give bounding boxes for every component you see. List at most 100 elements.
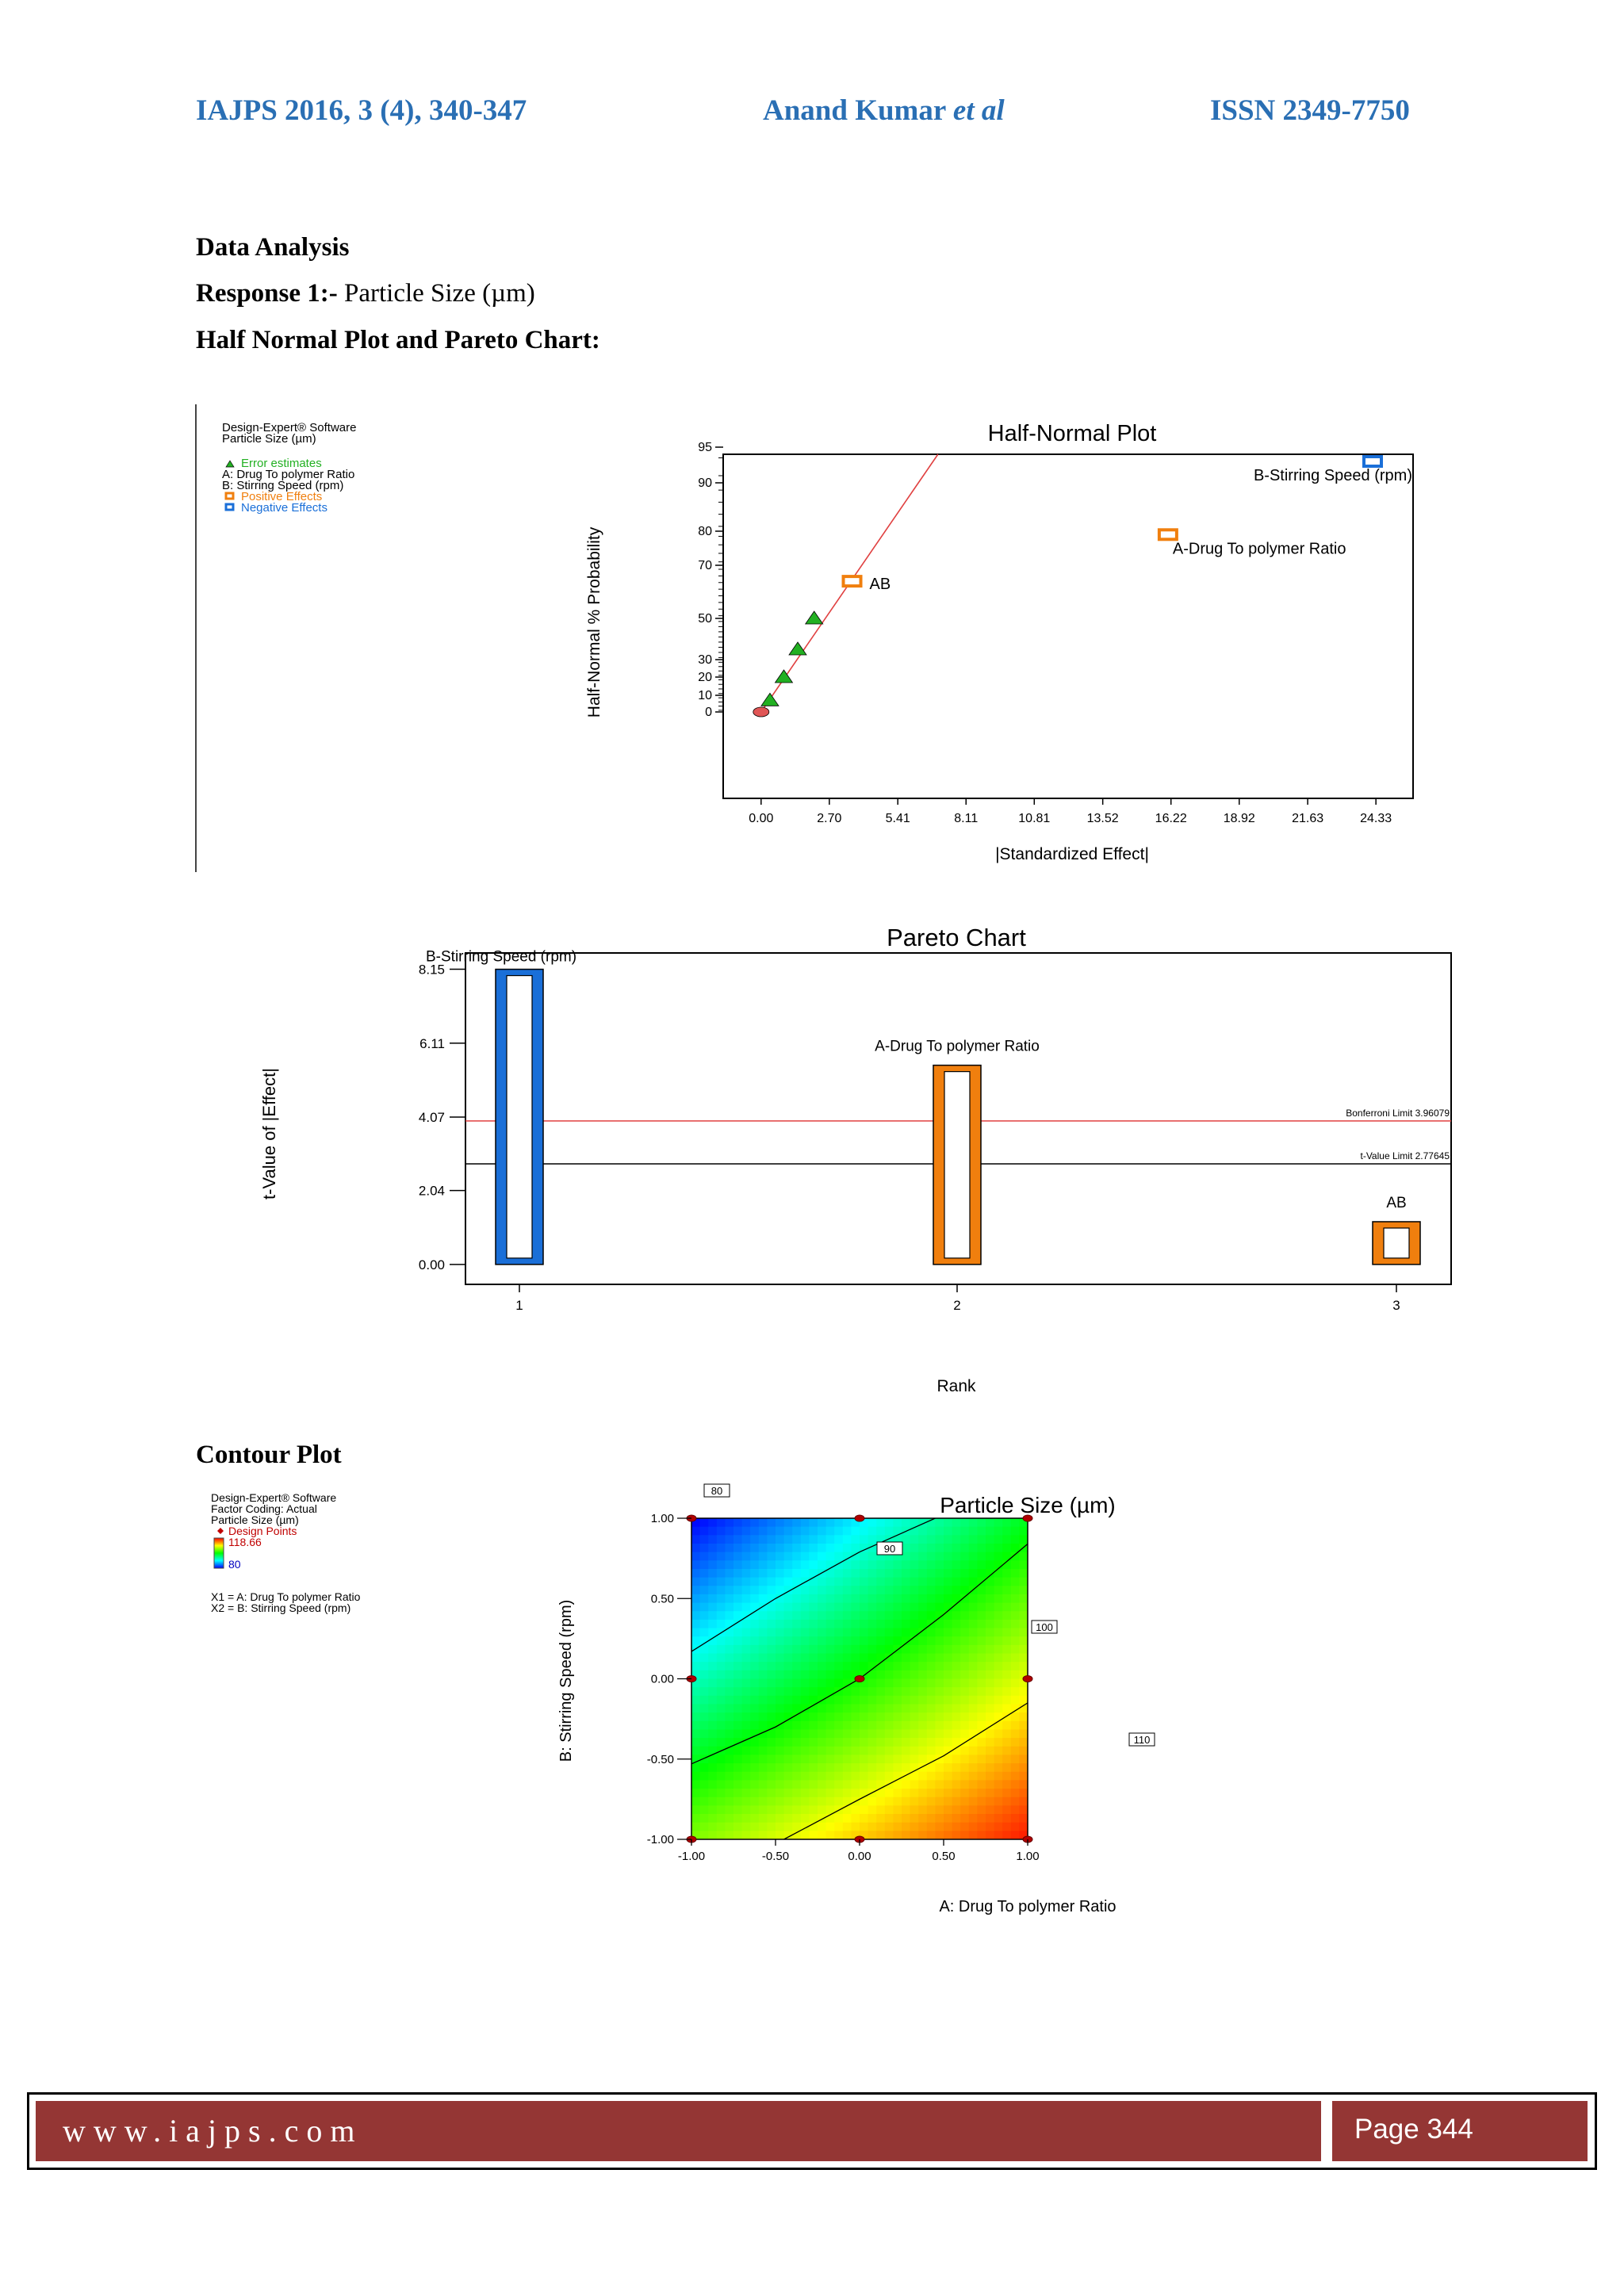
ct-cell [733, 1695, 743, 1705]
ct-cell [716, 1695, 726, 1705]
ct-cell [750, 1831, 760, 1839]
ct-cell [986, 1535, 995, 1544]
ct-cell [708, 1670, 718, 1680]
ct-cell [918, 1586, 928, 1595]
ct-cell [1002, 1662, 1012, 1671]
ct-cell [994, 1729, 1003, 1739]
ct-cell [825, 1568, 835, 1578]
ct-cell [834, 1763, 844, 1773]
ct-cell [1019, 1577, 1028, 1586]
ct-cell [1019, 1695, 1028, 1705]
ct-cell [918, 1789, 928, 1798]
ct-cell [758, 1636, 768, 1646]
ct-cell [893, 1814, 902, 1823]
ct-cell [876, 1720, 886, 1731]
ct-cell [708, 1518, 718, 1528]
ct-cell [691, 1586, 701, 1595]
journal-url[interactable]: www.iajps.com [63, 2113, 363, 2149]
ct-cell [960, 1619, 970, 1629]
ct-cell [699, 1755, 709, 1764]
hn-xtick-label: 21.63 [1292, 812, 1323, 825]
ct-cell [918, 1678, 928, 1688]
ct-cell [952, 1822, 961, 1831]
ct-cell [825, 1543, 835, 1553]
ct-cell [741, 1568, 751, 1578]
ct-cell [994, 1814, 1003, 1823]
ct-cell [1002, 1704, 1012, 1713]
ct-cell [1010, 1560, 1020, 1570]
ct-cell [792, 1729, 802, 1739]
ct-cell [699, 1712, 709, 1722]
ct-cell [809, 1543, 818, 1553]
ct-cell [783, 1644, 793, 1655]
ct-cell [842, 1644, 852, 1655]
ct-cell [708, 1687, 718, 1697]
ct-cell [834, 1755, 844, 1764]
ct-contour-label: 100 [1036, 1621, 1053, 1633]
ct-cell [910, 1628, 919, 1637]
ct-cell [825, 1586, 835, 1595]
ct-cell [994, 1526, 1003, 1536]
ct-cell [1010, 1662, 1020, 1671]
ct-cell [918, 1704, 928, 1713]
ct-cell [818, 1687, 827, 1697]
ct-cell [935, 1805, 944, 1815]
ct-cell [767, 1535, 776, 1544]
ct-cell [952, 1552, 961, 1561]
ct-cell [977, 1619, 986, 1629]
ct-cell [860, 1526, 869, 1536]
ct-cell [809, 1746, 818, 1756]
ct-cell [977, 1729, 986, 1739]
ct-cell [842, 1720, 852, 1731]
ct-cell [918, 1594, 928, 1604]
ct-cell [935, 1789, 944, 1798]
ct-cell [910, 1662, 919, 1671]
ct-cell [733, 1568, 743, 1578]
ct-cell [994, 1763, 1003, 1773]
ct-cell [977, 1644, 986, 1655]
bonferroni-limit-label: Bonferroni Limit 3.96079 [1346, 1108, 1450, 1119]
ct-cell [851, 1552, 860, 1561]
ct-cell [1019, 1560, 1028, 1570]
ct-cell [767, 1526, 776, 1536]
ct-cell [842, 1678, 852, 1688]
ct-cell [725, 1628, 734, 1637]
ct-cell [968, 1628, 978, 1637]
ct-cell [741, 1619, 751, 1629]
ct-cell [758, 1746, 768, 1756]
ct-cell [977, 1763, 986, 1773]
ct-cell [893, 1577, 902, 1586]
ct-cell [868, 1653, 877, 1663]
ct-cell [902, 1602, 911, 1612]
ct-cell [860, 1712, 869, 1722]
ct-cell [825, 1805, 835, 1815]
ct-cell [750, 1780, 760, 1789]
ct-cell [792, 1797, 802, 1806]
ct-cell [725, 1805, 734, 1815]
ct-cell [1019, 1763, 1028, 1773]
ct-cell [1002, 1560, 1012, 1570]
ct-cell [800, 1628, 810, 1637]
ct-cell [860, 1577, 869, 1586]
ct-cell [733, 1526, 743, 1536]
ct-cell [952, 1653, 961, 1663]
ct-cell [716, 1543, 726, 1553]
ct-cell [986, 1771, 995, 1781]
ct-cell [994, 1594, 1003, 1604]
ct-cell [834, 1771, 844, 1781]
ct-cell [750, 1678, 760, 1688]
ct-cell [733, 1678, 743, 1688]
ct-cell [935, 1729, 944, 1739]
ct-cell [834, 1678, 844, 1688]
ct-cell [986, 1552, 995, 1561]
ct-cell [986, 1662, 995, 1671]
ct-cell [834, 1594, 844, 1604]
ct-cell [977, 1687, 986, 1697]
ct-cell [809, 1805, 818, 1815]
ct-cell [758, 1526, 768, 1536]
ct-cell [758, 1831, 768, 1839]
ct-cell [741, 1628, 751, 1637]
ct-cell [893, 1712, 902, 1722]
ct-cell [699, 1577, 709, 1586]
ct-cell [851, 1755, 860, 1764]
